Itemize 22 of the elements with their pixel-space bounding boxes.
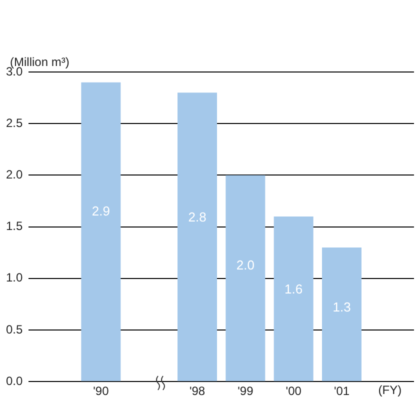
bar	[322, 247, 362, 382]
data-label: 2.0	[236, 257, 254, 272]
y-tick-label: 1.5	[6, 219, 23, 234]
bar	[178, 92, 218, 382]
bar	[226, 175, 266, 382]
y-tick-label: 0.0	[6, 374, 23, 388]
y-tick-label: 0.5	[6, 322, 23, 336]
bar	[274, 216, 314, 382]
data-label: 1.6	[284, 281, 303, 296]
data-label: 2.9	[92, 204, 110, 219]
x-tick-label: '90	[93, 384, 110, 398]
data-label: 1.3	[332, 299, 351, 314]
bar	[81, 82, 121, 382]
y-tick-label: 1.0	[6, 270, 23, 285]
data-label: 2.8	[188, 210, 206, 225]
x-tick-label: '98	[189, 384, 206, 398]
x-axis-title: (FY)	[378, 382, 402, 397]
y-tick-label: 2.5	[6, 116, 23, 130]
x-tick-label: '01	[334, 384, 350, 398]
x-tick-label: '99	[238, 384, 254, 398]
y-tick-label: 2.0	[6, 168, 23, 182]
x-tick-label: '00	[286, 384, 302, 398]
